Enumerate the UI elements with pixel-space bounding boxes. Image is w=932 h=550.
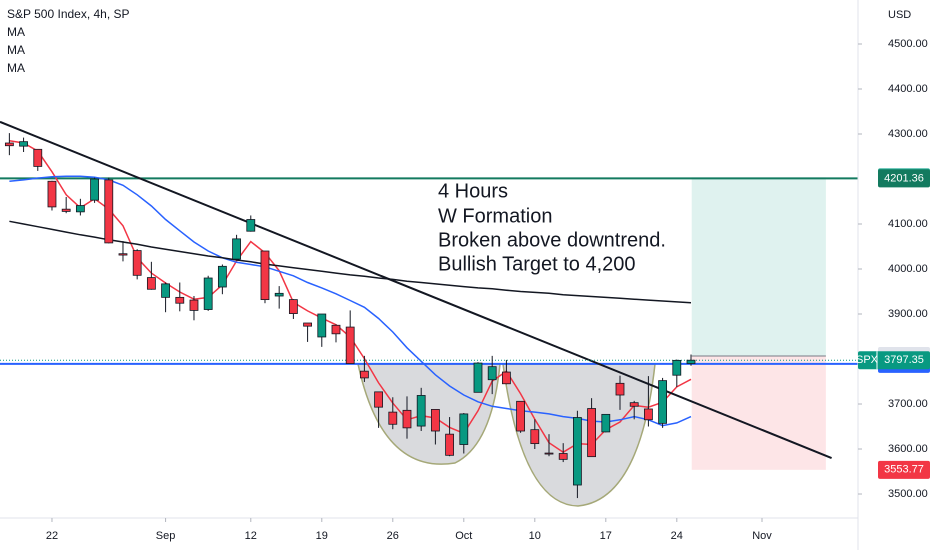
candle-body	[331, 324, 341, 335]
candle-body	[104, 179, 114, 244]
candle-body	[658, 380, 667, 424]
candle-body	[544, 452, 554, 455]
candle-body	[303, 322, 312, 327]
candle-body	[530, 429, 540, 445]
x-tick-label: 12	[245, 530, 257, 542]
annotation: 4 Hours	[438, 180, 508, 202]
candle-body	[246, 219, 256, 232]
candle-body	[161, 283, 170, 298]
annotation: Bullish Target to 4,200	[438, 253, 636, 275]
candle-body	[47, 180, 57, 208]
candle-body	[459, 413, 469, 445]
candle-body	[388, 411, 398, 425]
candle-body	[4, 142, 14, 147]
candle-body	[672, 359, 682, 376]
price-label: 3553.77	[884, 464, 924, 476]
candle-body	[629, 402, 639, 407]
y-tick-label: 4500.00	[888, 38, 928, 50]
legend-entry: MA	[7, 25, 25, 39]
y-tick-label: 4300.00	[888, 128, 928, 140]
candle-body	[317, 313, 327, 338]
x-tick-label: 17	[600, 530, 612, 542]
y-tick-label: 4100.00	[888, 218, 928, 230]
loss-zone	[691, 356, 826, 470]
candle-body	[203, 277, 213, 310]
candle-body	[175, 296, 185, 304]
candle-body	[374, 391, 383, 408]
last-price-box	[858, 351, 930, 370]
candle-body	[402, 409, 412, 429]
candle-body	[232, 238, 241, 260]
candle-body	[217, 265, 227, 288]
y-tick-label: 3700.00	[888, 398, 928, 410]
candle-body	[601, 413, 611, 433]
candle-body	[90, 178, 99, 201]
x-tick-label: 10	[529, 530, 541, 542]
x-tick-label: Sep	[156, 530, 176, 542]
candle-body	[33, 148, 43, 167]
candle-body	[260, 250, 270, 301]
y-tick-label: 3900.00	[888, 308, 928, 320]
candle-body	[516, 400, 525, 432]
candle-body	[487, 366, 497, 381]
annotation: Broken above downtrend.	[438, 229, 666, 251]
last-price-value: 3797.35	[884, 354, 924, 366]
currency: USD	[888, 9, 911, 21]
candle-body	[587, 408, 596, 458]
x-tick-label: Oct	[455, 530, 472, 542]
candle-body	[445, 433, 454, 456]
candle-body	[19, 141, 28, 147]
trendline	[0, 120, 832, 459]
candle-body	[118, 253, 128, 256]
candle-body	[473, 362, 483, 393]
legend-entry: MA	[7, 61, 25, 75]
candle-body	[61, 208, 71, 212]
y-tick-label: 3500.00	[888, 488, 928, 500]
x-tick-label: 24	[671, 530, 683, 542]
candle-body	[501, 371, 511, 385]
price-label: 4201.36	[884, 172, 924, 184]
chart-title: S&P 500 Index, 4h, SP	[7, 7, 130, 21]
candle-body	[189, 299, 199, 311]
candle-body	[572, 417, 582, 486]
candle-body	[643, 408, 653, 421]
last-price-name: SPX	[856, 354, 879, 366]
candle-body	[288, 299, 298, 314]
legend-entry: MA	[7, 43, 25, 57]
x-tick-label: 19	[316, 530, 328, 542]
y-tick-label: 4400.00	[888, 83, 928, 95]
candle-body	[686, 359, 696, 364]
candle-body	[416, 395, 426, 427]
profit-zone	[691, 177, 826, 357]
y-tick-label: 4000.00	[888, 263, 928, 275]
candle-body	[274, 292, 284, 297]
price-label-box	[878, 169, 930, 188]
candle-body	[75, 205, 85, 213]
plot-area	[0, 120, 858, 507]
candle-body	[345, 326, 355, 364]
annotation: W Formation	[438, 205, 552, 227]
candle-body	[558, 453, 568, 460]
candle-body	[615, 382, 625, 396]
candle-body	[430, 409, 440, 432]
candle-body	[359, 370, 369, 379]
price-label-box	[878, 460, 930, 479]
x-tick-label: 22	[46, 530, 58, 542]
candle-body	[146, 277, 156, 290]
x-tick-label: Nov	[752, 530, 772, 542]
y-tick-label: 3600.00	[888, 443, 928, 455]
x-tick-label: 26	[387, 530, 399, 542]
candle-body	[132, 250, 142, 276]
